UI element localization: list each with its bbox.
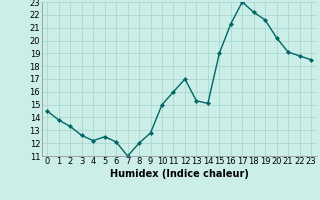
X-axis label: Humidex (Indice chaleur): Humidex (Indice chaleur)	[110, 169, 249, 179]
